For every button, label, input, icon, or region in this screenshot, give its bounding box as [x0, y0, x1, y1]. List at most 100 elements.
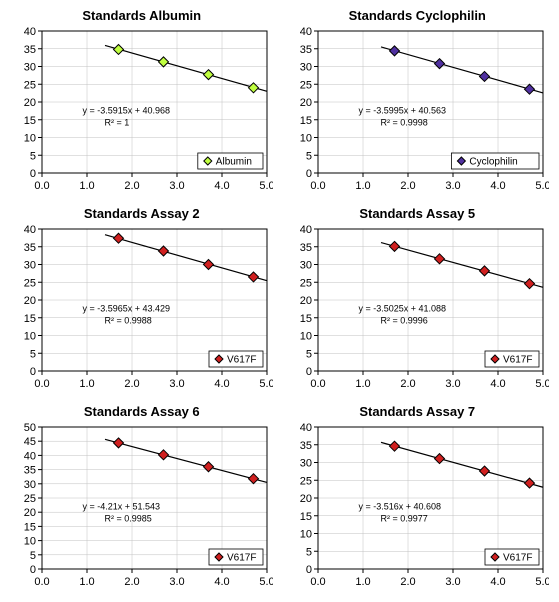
x-tick-label: 2.0: [400, 180, 415, 192]
fit-line: [381, 243, 543, 288]
panel-title: Standards Albumin: [8, 8, 276, 23]
y-tick-label: 10: [24, 536, 36, 548]
y-tick-label: 35: [299, 44, 311, 56]
legend-label: Albumin: [216, 157, 252, 168]
equation-line1: y = -3.5965x + 43.429: [83, 303, 171, 313]
y-tick-label: 40: [24, 26, 36, 38]
y-tick-label: 10: [24, 133, 36, 145]
y-tick-label: 15: [299, 115, 311, 127]
equation-line1: y = -4.21x + 51.543: [83, 501, 161, 511]
x-tick-label: 4.0: [214, 180, 229, 192]
x-tick-label: 0.0: [34, 576, 49, 588]
y-tick-label: 25: [24, 493, 36, 505]
y-tick-label: 0: [305, 564, 311, 576]
panel-title: Standards Assay 6: [8, 404, 276, 419]
chart-plot: 05101520253035400.01.02.03.04.05.0y = -3…: [284, 25, 552, 193]
panel-title: Standards Assay 2: [8, 206, 276, 221]
fit-line: [105, 235, 267, 281]
x-tick-label: 4.0: [490, 576, 505, 588]
equation-line1: y = -3.5915x + 40.968: [83, 105, 171, 115]
chart-panel: Standards Assay 5 05101520253035400.01.0…: [284, 206, 552, 396]
x-tick-label: 2.0: [124, 378, 139, 390]
y-tick-label: 35: [299, 242, 311, 254]
equation-line2: R² = 0.9985: [105, 513, 152, 523]
x-tick-label: 4.0: [214, 378, 229, 390]
x-tick-label: 1.0: [79, 378, 94, 390]
chart-plot: 051015202530354045500.01.02.03.04.05.0y …: [8, 421, 276, 589]
legend-label: V617F: [227, 553, 256, 564]
x-tick-label: 1.0: [355, 378, 370, 390]
x-tick-label: 1.0: [355, 180, 370, 192]
x-tick-label: 1.0: [79, 180, 94, 192]
x-tick-label: 4.0: [490, 180, 505, 192]
chart-plot: 05101520253035400.01.02.03.04.05.0y = -3…: [8, 25, 276, 193]
x-tick-label: 0.0: [34, 180, 49, 192]
y-tick-label: 5: [30, 348, 36, 360]
y-tick-label: 40: [24, 450, 36, 462]
y-tick-label: 30: [299, 458, 311, 470]
y-tick-label: 15: [299, 511, 311, 523]
equation-line2: R² = 0.9988: [105, 315, 152, 325]
y-tick-label: 10: [299, 529, 311, 541]
y-tick-label: 20: [299, 493, 311, 505]
y-tick-label: 15: [24, 115, 36, 127]
chart-grid: Standards Albumin 0 5 10 15 20 25 30 35 40 0.0 1.0…: [8, 8, 551, 594]
y-tick-label: 30: [299, 62, 311, 74]
x-tick-label: 2.0: [124, 180, 139, 192]
y-tick-label: 20: [299, 97, 311, 109]
y-tick-label: 20: [24, 507, 36, 519]
equation-line2: R² = 0.9977: [380, 513, 427, 523]
y-tick-label: 20: [299, 295, 311, 307]
y-tick-label: 10: [24, 331, 36, 343]
y-tick-label: 25: [299, 79, 311, 91]
chart-plot: 05101520253035400.01.02.03.04.05.0y = -3…: [8, 223, 276, 391]
x-tick-label: 3.0: [445, 576, 460, 588]
panel-title: Standards Assay 5: [284, 206, 552, 221]
y-tick-label: 0: [305, 168, 311, 180]
y-tick-label: 10: [299, 133, 311, 145]
x-tick-label: 1.0: [79, 576, 94, 588]
chart-plot: 05101520253035400.01.02.03.04.05.0y = -3…: [284, 223, 552, 391]
y-tick-label: 40: [299, 26, 311, 38]
x-tick-label: 3.0: [169, 378, 184, 390]
x-tick-label: 0.0: [310, 378, 325, 390]
equation-line2: R² = 0.9996: [380, 315, 427, 325]
equation-line1: y = -3.5995x + 40.563: [358, 105, 446, 115]
y-tick-label: 35: [299, 440, 311, 452]
chart-panel: Standards Cyclophilin 05101520253035400.…: [284, 8, 552, 198]
x-tick-label: 5.0: [535, 576, 549, 588]
y-tick-label: 15: [299, 313, 311, 325]
y-tick-label: 15: [24, 521, 36, 533]
fit-line: [105, 439, 267, 482]
panel-title: Standards Assay 7: [284, 404, 552, 419]
legend-label: V617F: [503, 355, 532, 366]
legend-label: V617F: [503, 553, 532, 564]
y-tick-label: 5: [305, 348, 311, 360]
x-tick-label: 2.0: [124, 576, 139, 588]
y-tick-label: 30: [299, 260, 311, 272]
x-tick-label: 2.0: [400, 576, 415, 588]
legend-label: V617F: [227, 355, 256, 366]
equation-line2: R² = 0.9998: [380, 117, 427, 127]
chart-panel: Standards Assay 2 05101520253035400.01.0…: [8, 206, 276, 396]
y-tick-label: 45: [24, 436, 36, 448]
y-tick-label: 30: [24, 260, 36, 272]
y-tick-label: 40: [299, 422, 311, 434]
x-tick-label: 3.0: [445, 378, 460, 390]
y-tick-label: 20: [24, 97, 36, 109]
x-tick-label: 3.0: [169, 576, 184, 588]
x-tick-label: 4.0: [490, 378, 505, 390]
y-tick-label: 25: [24, 79, 36, 91]
x-tick-label: 5.0: [535, 180, 549, 192]
x-tick-label: 1.0: [355, 576, 370, 588]
fit-line: [381, 442, 543, 487]
y-tick-label: 35: [24, 242, 36, 254]
y-tick-label: 5: [30, 150, 36, 162]
x-tick-label: 3.0: [169, 180, 184, 192]
y-tick-label: 25: [24, 277, 36, 289]
legend-label: Cyclophilin: [469, 157, 517, 168]
y-tick-label: 50: [24, 422, 36, 434]
equation-line1: y = -3.516x + 40.608: [358, 501, 441, 511]
chart-plot: 05101520253035400.01.02.03.04.05.0y = -3…: [284, 421, 552, 589]
y-tick-label: 25: [299, 475, 311, 487]
